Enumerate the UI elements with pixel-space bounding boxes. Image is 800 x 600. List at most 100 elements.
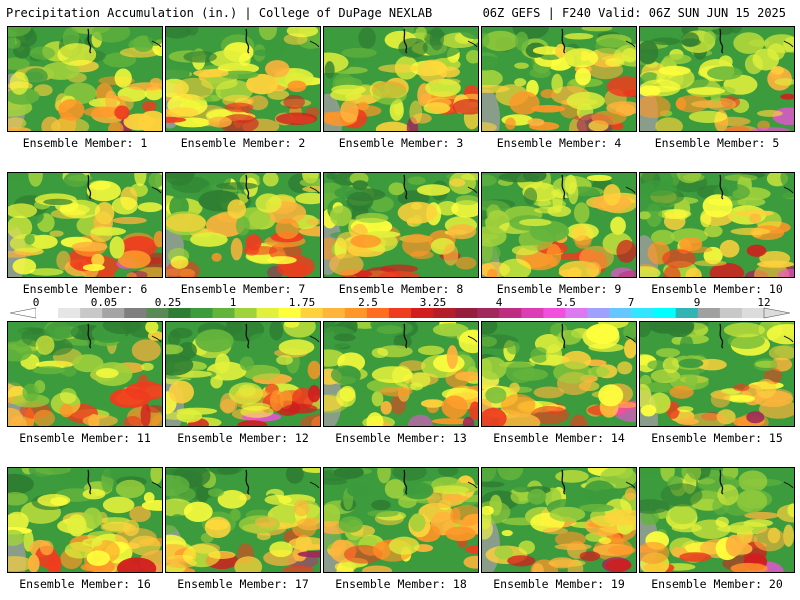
precip-map[interactable]	[7, 321, 163, 427]
colorbar-swatch	[124, 308, 147, 318]
ensemble-panel-19[interactable]: Ensemble Member: 19	[481, 467, 637, 598]
ensemble-panel-8[interactable]: Ensemble Member: 8	[323, 172, 479, 303]
colorbar-label: 1	[229, 296, 237, 309]
colorbar-swatch	[631, 308, 654, 318]
ensemble-member-label: Ensemble Member: 2	[180, 136, 306, 150]
colorbar-swatch	[587, 308, 610, 318]
ensemble-member-label: Ensemble Member: 16	[19, 577, 151, 591]
ensemble-member-label: Ensemble Member: 9	[496, 282, 622, 296]
precip-map[interactable]	[165, 467, 321, 573]
colorbar-label: 9	[693, 296, 701, 309]
precip-map[interactable]	[323, 26, 479, 132]
ensemble-member-label: Ensemble Member: 3	[338, 136, 464, 150]
ensemble-panel-15[interactable]: Ensemble Member: 15	[639, 321, 795, 452]
colorbar-label: 0.25	[154, 296, 182, 309]
ensemble-member-label: Ensemble Member: 17	[177, 577, 309, 591]
ensemble-member-label: Ensemble Member: 19	[493, 577, 625, 591]
ensemble-member-label: Ensemble Member: 1	[22, 136, 148, 150]
colorbar-swatch	[565, 308, 588, 318]
colorbar-label: 0.05	[90, 296, 118, 309]
precip-map[interactable]	[481, 26, 637, 132]
ensemble-panel-7[interactable]: Ensemble Member: 7	[165, 172, 321, 303]
colorbar-label: 4	[495, 296, 503, 309]
ensemble-panel-3[interactable]: Ensemble Member: 3	[323, 26, 479, 157]
ensemble-panel-10[interactable]: Ensemble Member: 10	[639, 172, 795, 303]
colorbar-swatch	[344, 308, 368, 318]
colorbar-swatch	[146, 308, 169, 318]
colorbar-arrow-left	[9, 307, 37, 319]
colorbar-swatch	[543, 308, 566, 318]
colorbar-swatch	[741, 308, 765, 318]
precip-map[interactable]	[639, 172, 795, 278]
precip-map[interactable]	[7, 26, 163, 132]
colorbar-label: 0	[32, 296, 40, 309]
ensemble-member-label: Ensemble Member: 14	[493, 431, 625, 445]
product-title: Precipitation Accumulation (in.) | Colle…	[6, 6, 433, 20]
precip-map[interactable]	[7, 467, 163, 573]
ensemble-member-label: Ensemble Member: 15	[651, 431, 783, 445]
precip-map[interactable]	[323, 467, 479, 573]
ensemble-panel-12[interactable]: Ensemble Member: 12	[165, 321, 321, 452]
precip-map[interactable]	[639, 321, 795, 427]
colorbar-swatch	[234, 308, 257, 318]
ensemble-member-label: Ensemble Member: 4	[496, 136, 622, 150]
precip-map[interactable]	[7, 172, 163, 278]
ensemble-member-label: Ensemble Member: 6	[22, 282, 148, 296]
colorbar-swatch	[300, 308, 324, 318]
colorbar-swatch	[411, 308, 434, 318]
colorbar-swatch	[719, 308, 743, 318]
colorbar-swatch	[102, 308, 125, 318]
precip-map[interactable]	[165, 172, 321, 278]
precip-map[interactable]	[639, 467, 795, 573]
ensemble-member-label: Ensemble Member: 11	[19, 431, 151, 445]
ensemble-panel-13[interactable]: Ensemble Member: 13	[323, 321, 479, 452]
colorbar-label: 1.75	[288, 296, 316, 309]
header: Precipitation Accumulation (in.) | Colle…	[0, 0, 800, 24]
precip-map[interactable]	[323, 321, 479, 427]
ensemble-panel-16[interactable]: Ensemble Member: 16	[7, 467, 163, 598]
colorbar-swatch	[477, 308, 500, 318]
colorbar-swatch	[322, 308, 346, 318]
ensemble-member-label: Ensemble Member: 13	[335, 431, 467, 445]
colorbar-gradient	[9, 307, 791, 319]
ensemble-panel-20[interactable]: Ensemble Member: 20	[639, 467, 795, 598]
ensemble-panel-14[interactable]: Ensemble Member: 14	[481, 321, 637, 452]
colorbar-swatch	[499, 308, 522, 318]
colorbar-labels: 0 0.05 0.25 1 1.75 2.5 3.25 4 5.5 7 9 12	[0, 296, 800, 309]
ensemble-panel-9[interactable]: Ensemble Member: 9	[481, 172, 637, 303]
ensemble-member-label: Ensemble Member: 10	[651, 282, 783, 296]
precip-map[interactable]	[165, 26, 321, 132]
precip-map[interactable]	[165, 321, 321, 427]
colorbar-swatch	[212, 308, 235, 318]
ensemble-panel-6[interactable]: Ensemble Member: 6	[7, 172, 163, 303]
ensemble-panel-2[interactable]: Ensemble Member: 2	[165, 26, 321, 157]
colorbar-swatch	[653, 308, 677, 318]
precip-map[interactable]	[639, 26, 795, 132]
colorbar-swatch	[278, 308, 302, 318]
colorbar-swatch	[80, 308, 103, 318]
precip-map[interactable]	[323, 172, 479, 278]
precip-map[interactable]	[481, 467, 637, 573]
precip-colorbar: 0 0.05 0.25 1 1.75 2.5 3.25 4 5.5 7 9 12	[0, 296, 800, 320]
ensemble-panel-5[interactable]: Ensemble Member: 5	[639, 26, 795, 157]
ensemble-panel-18[interactable]: Ensemble Member: 18	[323, 467, 479, 598]
colorbar-swatch	[521, 308, 544, 318]
run-info: 06Z GEFS | F240 Valid: 06Z SUN JUN 15 20…	[482, 6, 786, 20]
colorbar-swatch	[256, 308, 279, 318]
ensemble-panel-1[interactable]: Ensemble Member: 1	[7, 26, 163, 157]
colorbar-label: 7	[627, 296, 635, 309]
ensemble-member-label: Ensemble Member: 20	[651, 577, 783, 591]
ensemble-member-label: Ensemble Member: 7	[180, 282, 306, 296]
colorbar-label: 5.5	[556, 296, 576, 309]
ensemble-panel-11[interactable]: Ensemble Member: 11	[7, 321, 163, 452]
ensemble-panel-4[interactable]: Ensemble Member: 4	[481, 26, 637, 157]
precip-map[interactable]	[481, 321, 637, 427]
ensemble-panel-17[interactable]: Ensemble Member: 17	[165, 467, 321, 598]
colorbar-swatch	[675, 308, 699, 318]
colorbar-label: 2.5	[358, 296, 378, 309]
precip-map[interactable]	[481, 172, 637, 278]
ensemble-member-label: Ensemble Member: 12	[177, 431, 309, 445]
colorbar-label: 3.25	[419, 296, 447, 309]
colorbar-swatch	[36, 308, 59, 318]
colorbar-swatch	[190, 308, 213, 318]
